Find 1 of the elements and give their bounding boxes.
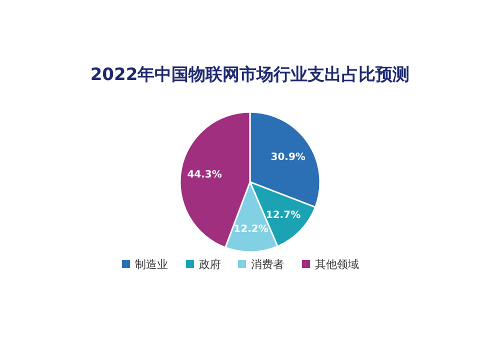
title: 2022年中国物联网市场行业支出占比预测 [90, 65, 410, 85]
